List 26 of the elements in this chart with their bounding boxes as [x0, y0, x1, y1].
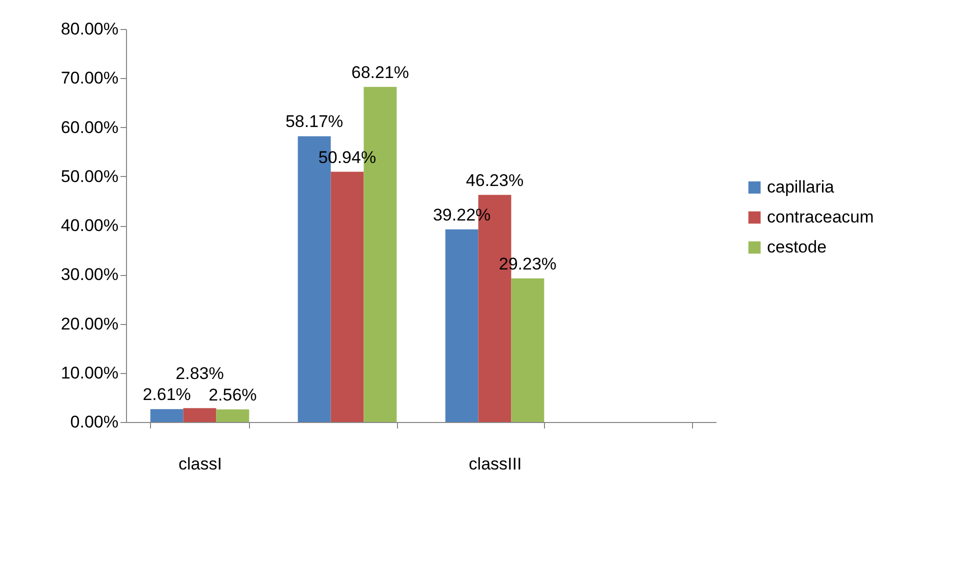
- data-label: 68.21%: [351, 62, 410, 82]
- x-tick-label: classI: [178, 454, 222, 474]
- bar: [150, 409, 184, 422]
- y-tick-label: 20.00%: [60, 314, 118, 334]
- y-tick-label: 10.00%: [60, 363, 118, 382]
- y-tick-label: 50.00%: [60, 166, 118, 186]
- legend-label: contraceacum: [767, 208, 874, 226]
- legend-label: capillaria: [767, 178, 835, 196]
- data-label: 2.56%: [208, 385, 257, 404]
- y-tick-label: 30.00%: [60, 265, 118, 284]
- bar: [183, 408, 216, 422]
- y-tick-label: 70.00%: [60, 68, 118, 88]
- y-tick-label: 60.00%: [60, 118, 118, 137]
- data-label: 2.83%: [176, 364, 224, 384]
- data-label: 46.23%: [466, 170, 524, 190]
- bar: [216, 409, 250, 422]
- bar: [330, 172, 364, 422]
- bar: [511, 278, 544, 422]
- y-tick-label: 0.00%: [70, 412, 118, 432]
- bar: [445, 229, 478, 422]
- legend-label: cestode: [767, 238, 827, 256]
- y-tick-label: 80.00%: [60, 20, 118, 38]
- data-label: 2.61%: [142, 385, 191, 404]
- data-label: 58.17%: [285, 112, 344, 132]
- x-tick-label: classIII: [468, 454, 522, 474]
- y-tick-label: 40.00%: [60, 216, 118, 235]
